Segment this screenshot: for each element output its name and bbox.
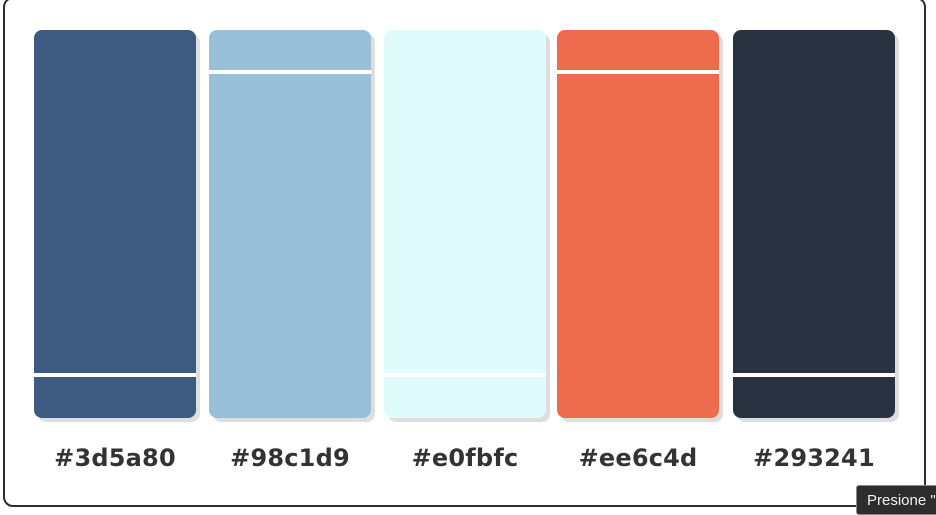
- swatch-column-2: #98c1d9: [209, 30, 371, 480]
- color-swatch-1[interactable]: [34, 30, 196, 418]
- hex-code-label[interactable]: #98c1d9: [230, 444, 350, 472]
- hex-code-label[interactable]: #293241: [753, 444, 875, 472]
- hex-code-label[interactable]: #3d5a80: [54, 444, 176, 472]
- color-swatch-4[interactable]: [557, 30, 719, 418]
- swatch-divider: [557, 70, 719, 74]
- color-swatch-5[interactable]: [733, 30, 895, 418]
- swatch-column-5: #293241: [733, 30, 895, 480]
- swatch-divider: [384, 373, 546, 377]
- swatch-divider: [34, 373, 196, 377]
- swatch-column-4: #ee6c4d: [557, 30, 719, 480]
- hex-code-label[interactable]: #ee6c4d: [578, 444, 698, 472]
- swatch-column-1: #3d5a80: [34, 30, 196, 480]
- swatch-divider: [733, 373, 895, 377]
- hex-code-label[interactable]: #e0fbfc: [411, 444, 519, 472]
- keyboard-hint-tooltip: Presione ": [856, 485, 936, 515]
- swatch-column-3: #e0fbfc: [384, 30, 546, 480]
- color-swatch-2[interactable]: [209, 30, 371, 418]
- color-swatch-3[interactable]: [384, 30, 546, 418]
- swatch-divider: [209, 70, 371, 74]
- color-palette: #3d5a80 #98c1d9 #e0fbfc #ee6c4d #293241: [34, 30, 900, 490]
